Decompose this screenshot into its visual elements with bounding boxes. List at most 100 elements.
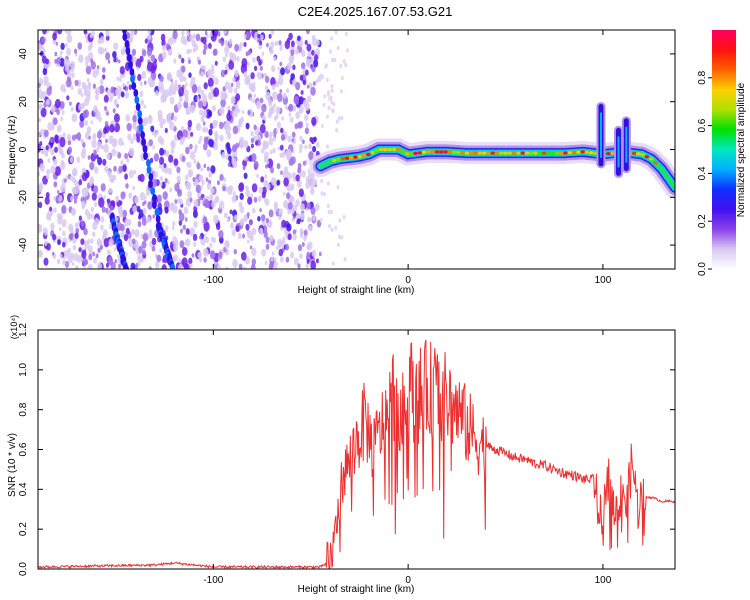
noise-dot <box>203 43 208 51</box>
ridge-peak <box>541 151 547 155</box>
noise-dot <box>128 84 132 90</box>
noise-dot <box>164 127 168 134</box>
noise-dot <box>162 118 166 125</box>
streak-dot <box>122 30 127 34</box>
noise-dot <box>61 205 67 214</box>
noise-dot <box>178 212 185 222</box>
noise-dot <box>84 120 88 126</box>
noise-dot <box>187 119 193 128</box>
noise-dot <box>245 223 250 231</box>
noise-dot <box>176 69 182 78</box>
noise-dot <box>102 158 107 166</box>
noise-dot <box>49 137 54 143</box>
noise-dot <box>55 98 61 109</box>
ridge-peak <box>443 150 448 154</box>
noise-dot <box>95 110 101 120</box>
noise-dot <box>290 251 294 259</box>
colorbar-label: Normalized spectral amplitude <box>736 82 747 217</box>
noise-dot <box>198 174 204 182</box>
noise-dot <box>246 61 250 68</box>
noise-dot <box>94 201 98 208</box>
noise-dot <box>265 236 270 243</box>
noise-dot <box>302 99 308 108</box>
y-tick-label: -20 <box>18 190 29 205</box>
noise-dot <box>250 143 254 149</box>
noise-dot <box>220 69 226 78</box>
noise-dot <box>193 94 198 103</box>
noise-dot <box>286 223 292 232</box>
noise-dot <box>150 125 155 132</box>
noise-dot <box>287 135 292 143</box>
noise-dot <box>188 257 193 265</box>
noise-dot <box>43 257 49 266</box>
noise-dot <box>298 96 304 105</box>
streak-dot <box>152 194 157 202</box>
colorbar-tick-label: 0.0 <box>697 262 708 276</box>
noise-dot <box>223 124 227 130</box>
noise-dot <box>44 129 49 138</box>
noise-dot <box>52 32 57 41</box>
noise-dot <box>290 40 295 48</box>
noise-dot <box>313 59 319 68</box>
noise-dot <box>213 87 220 97</box>
noise-dot <box>92 251 96 257</box>
noise-dot <box>253 160 259 169</box>
ridge-peak <box>546 151 551 155</box>
noise-dot <box>249 221 253 226</box>
ridge-peak <box>370 151 375 155</box>
y-tick-label: 0.2 <box>18 522 29 536</box>
noise-dot <box>44 151 48 157</box>
noise-dot <box>61 110 65 115</box>
noise-dot <box>173 83 179 92</box>
noise-dot <box>256 173 259 179</box>
noise-dot <box>280 127 284 134</box>
noise-dot <box>208 128 213 136</box>
noise-dot <box>134 229 140 238</box>
noise-dot <box>257 33 261 39</box>
noise-dot <box>278 40 282 46</box>
noise-dot <box>108 187 112 194</box>
noise-dot <box>62 230 66 237</box>
noise-dot <box>70 85 74 90</box>
noise-dot <box>152 170 158 180</box>
noise-dot <box>269 105 275 114</box>
noise-dot <box>305 181 310 190</box>
noise-dot <box>233 87 238 94</box>
noise-dot <box>218 251 223 259</box>
noise-dot <box>173 243 178 252</box>
noise-dot <box>38 83 41 88</box>
noise-dot <box>203 221 210 232</box>
noise-dot <box>155 90 159 97</box>
noise-dot <box>159 75 164 83</box>
noise-dot <box>229 209 233 215</box>
noise-dot <box>142 207 147 215</box>
noise-dot <box>261 214 266 222</box>
noise-dot <box>300 90 304 95</box>
ridge-peak <box>391 147 397 152</box>
noise-dot <box>220 40 225 47</box>
noise-dot <box>144 195 147 200</box>
streak-dot <box>129 68 135 76</box>
noise-dot <box>159 156 165 165</box>
noise-dot <box>65 175 69 180</box>
noise-dot <box>258 60 262 66</box>
noise-dot <box>106 153 111 160</box>
noise-dot <box>147 201 153 210</box>
noise-dot <box>329 209 333 214</box>
noise-dot <box>253 196 258 203</box>
noise-dot <box>262 186 267 195</box>
noise-dot <box>177 188 183 197</box>
noise-dot <box>281 151 286 158</box>
noise-dot <box>161 51 167 60</box>
noise-dot <box>78 215 82 221</box>
noise-dot <box>44 196 50 205</box>
noise-dot <box>151 245 156 252</box>
noise-dot <box>271 251 275 256</box>
ridge-peak <box>636 152 641 156</box>
noise-dot <box>132 56 137 63</box>
noise-dot <box>159 147 165 156</box>
noise-dot <box>192 176 196 182</box>
noise-dot <box>262 115 265 120</box>
noise-dot <box>165 43 171 51</box>
snr-y-multiplier: (x10⁴) <box>9 315 19 339</box>
